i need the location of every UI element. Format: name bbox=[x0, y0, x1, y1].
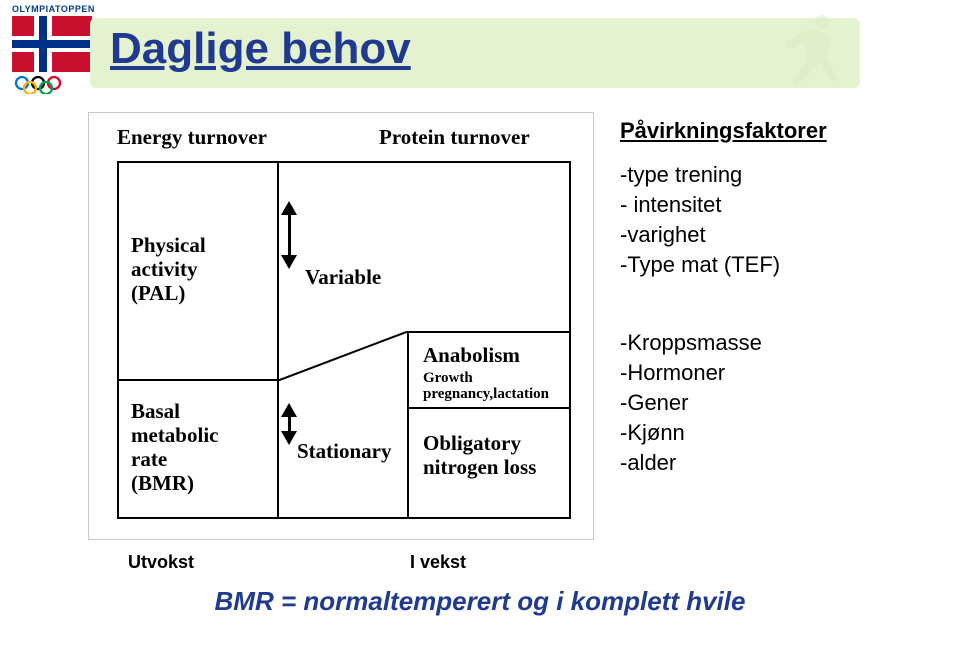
label-anabolism: Anabolism bbox=[423, 343, 520, 368]
arrow-stationary-shaft bbox=[288, 415, 291, 431]
label-pal: (PAL) bbox=[131, 281, 185, 306]
factor-item: -Gener bbox=[620, 390, 930, 416]
label-utvokst: Utvokst bbox=[128, 552, 194, 573]
factors-column: Påvirkningsfaktorer -type trening - inte… bbox=[620, 118, 930, 480]
right-split bbox=[407, 331, 569, 333]
label-metabolic: metabolic bbox=[131, 423, 218, 448]
label-variable: Variable bbox=[305, 265, 381, 290]
label-obligatory: Obligatory bbox=[423, 431, 521, 456]
label-bmr: (BMR) bbox=[131, 471, 194, 496]
page-title: Daglige behov bbox=[110, 24, 411, 74]
factor-item: -Type mat (TEF) bbox=[620, 252, 930, 278]
box-top bbox=[117, 161, 569, 163]
label-basal: Basal bbox=[131, 399, 180, 424]
turnover-diagram: Energy turnover Protein turnover Physica… bbox=[88, 112, 594, 540]
label-nitrogen: nitrogen loss bbox=[423, 455, 536, 480]
box-right bbox=[569, 161, 571, 519]
logo-block: OLYMPIATOPPEN bbox=[12, 4, 102, 94]
mid-diagonal bbox=[277, 331, 409, 381]
factors-header: Påvirkningsfaktorer bbox=[620, 118, 930, 144]
label-rate: rate bbox=[131, 447, 167, 472]
box-bottom bbox=[117, 517, 569, 519]
box-left bbox=[117, 161, 119, 519]
diagram-header-left: Energy turnover bbox=[117, 125, 267, 150]
logo-text: OLYMPIATOPPEN bbox=[12, 4, 102, 14]
arrow-variable-shaft bbox=[288, 213, 291, 255]
arrow-stationary-down bbox=[281, 431, 297, 445]
right-sub-split bbox=[407, 407, 569, 409]
arrow-variable-down bbox=[281, 255, 297, 269]
olympic-rings-icon bbox=[12, 76, 102, 94]
diagram-header-right: Protein turnover bbox=[379, 125, 530, 150]
runner-icon bbox=[780, 10, 850, 90]
title-banner: Daglige behov bbox=[90, 18, 860, 88]
factor-item: - intensitet bbox=[620, 192, 930, 218]
factor-item: -varighet bbox=[620, 222, 930, 248]
label-ivekst: I vekst bbox=[410, 552, 466, 573]
label-physical: Physical bbox=[131, 233, 206, 258]
factor-item: -type trening bbox=[620, 162, 930, 188]
label-activity: activity bbox=[131, 257, 197, 282]
bmr-definition: BMR = normaltemperert og i komplett hvil… bbox=[0, 586, 960, 617]
label-pregnancy: pregnancy,lactation bbox=[423, 385, 549, 403]
factor-item: -Kjønn bbox=[620, 420, 930, 446]
norway-flag-icon bbox=[12, 16, 92, 72]
factor-item: -Hormoner bbox=[620, 360, 930, 386]
factor-item: -Kroppsmasse bbox=[620, 330, 930, 356]
left-split bbox=[117, 379, 277, 381]
label-stationary: Stationary bbox=[297, 439, 392, 464]
factor-item: -alder bbox=[620, 450, 930, 476]
